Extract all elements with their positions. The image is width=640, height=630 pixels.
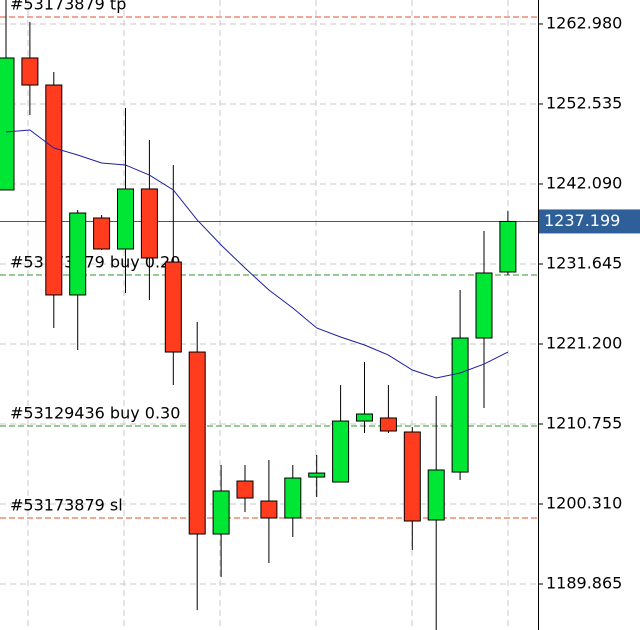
- y-tick-label: 1210.755: [546, 413, 622, 432]
- y-tick-label: 1189.865: [546, 574, 622, 593]
- candle-body: [427, 469, 445, 521]
- candle-body: [45, 84, 63, 296]
- candle-body: [93, 217, 111, 250]
- candle-body: [379, 417, 397, 432]
- vertical-grid: [27, 0, 509, 630]
- candle-body: [332, 420, 350, 483]
- candle-body: [212, 490, 230, 535]
- current-price-label: 1237.199: [544, 211, 620, 230]
- candle-body: [356, 413, 373, 422]
- current-price-box: [539, 209, 640, 234]
- y-tick-label: 1242.090: [546, 173, 622, 192]
- candle-body: [451, 337, 469, 473]
- candle-body: [475, 272, 493, 339]
- y-tick-label: 1231.645: [546, 253, 622, 272]
- candle-body: [117, 188, 134, 250]
- y-tick-label: 1252.535: [546, 93, 622, 112]
- candle-body: [164, 261, 182, 353]
- candle-body: [21, 57, 39, 86]
- candle-body: [403, 431, 421, 522]
- order-label: #53173879 tp: [10, 0, 126, 14]
- candle-body: [499, 220, 517, 273]
- candle-body: [140, 188, 158, 259]
- candle-body: [0, 57, 15, 191]
- candle-body: [260, 500, 278, 519]
- order-label: #53129436 buy 0.30: [10, 404, 180, 423]
- candle-body: [188, 351, 206, 535]
- candle-body: [69, 212, 87, 296]
- y-tick-label: 1221.200: [546, 333, 622, 352]
- candle-body: [308, 472, 326, 478]
- y-tick-label: 1200.310: [546, 494, 622, 513]
- candle-body: [236, 480, 254, 499]
- order-label: #53173879 sl: [10, 496, 123, 515]
- moving-average: [5, 129, 509, 379]
- candle-body: [284, 477, 302, 519]
- y-tick-label: 1262.980: [546, 13, 622, 32]
